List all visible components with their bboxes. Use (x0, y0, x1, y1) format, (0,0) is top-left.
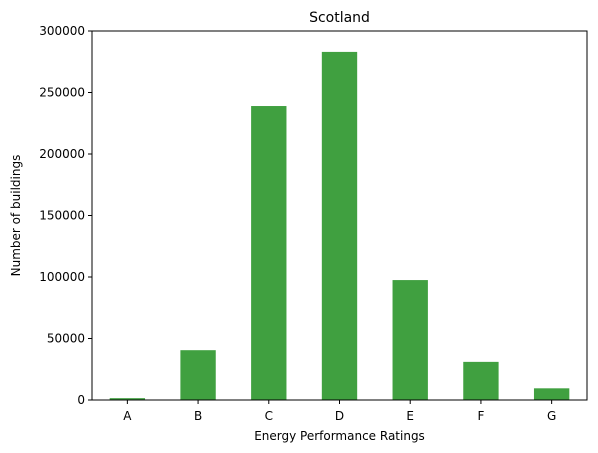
x-axis-label: Energy Performance Ratings (254, 429, 425, 443)
bar-b (180, 350, 216, 400)
x-tick-label: A (123, 409, 132, 423)
y-tick-label: 150000 (39, 209, 85, 223)
y-tick-label: 0 (77, 393, 85, 407)
bar-g (533, 388, 570, 400)
bars (109, 51, 570, 400)
y-axis-label: Number of buildings (9, 155, 23, 277)
y-tick-label: 250000 (39, 86, 85, 100)
x-tick-label: D (335, 409, 344, 423)
chart-title: Scotland (309, 10, 370, 26)
x-tick-label: B (194, 409, 202, 423)
bar-d (321, 51, 358, 400)
y-tick-label: 300000 (39, 24, 85, 38)
bar-c (251, 106, 287, 400)
x-tick-label: C (265, 409, 273, 423)
y-tick-label: 200000 (39, 147, 85, 161)
x-tick-label: F (477, 409, 484, 423)
bar-e (392, 280, 428, 400)
y-tick-label: 100000 (39, 270, 85, 284)
x-tick-label: E (406, 409, 414, 423)
bar-a (109, 398, 146, 400)
y-axis-ticks: 0 50000 100000 150000 200000 250000 300000 (39, 24, 92, 407)
bar-f (463, 361, 499, 400)
y-tick-label: 50000 (47, 332, 85, 346)
x-axis-ticks: A B C D E F G (123, 400, 556, 423)
x-tick-label: G (547, 409, 556, 423)
